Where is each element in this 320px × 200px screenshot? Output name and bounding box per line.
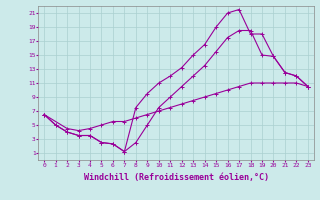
X-axis label: Windchill (Refroidissement éolien,°C): Windchill (Refroidissement éolien,°C): [84, 173, 268, 182]
